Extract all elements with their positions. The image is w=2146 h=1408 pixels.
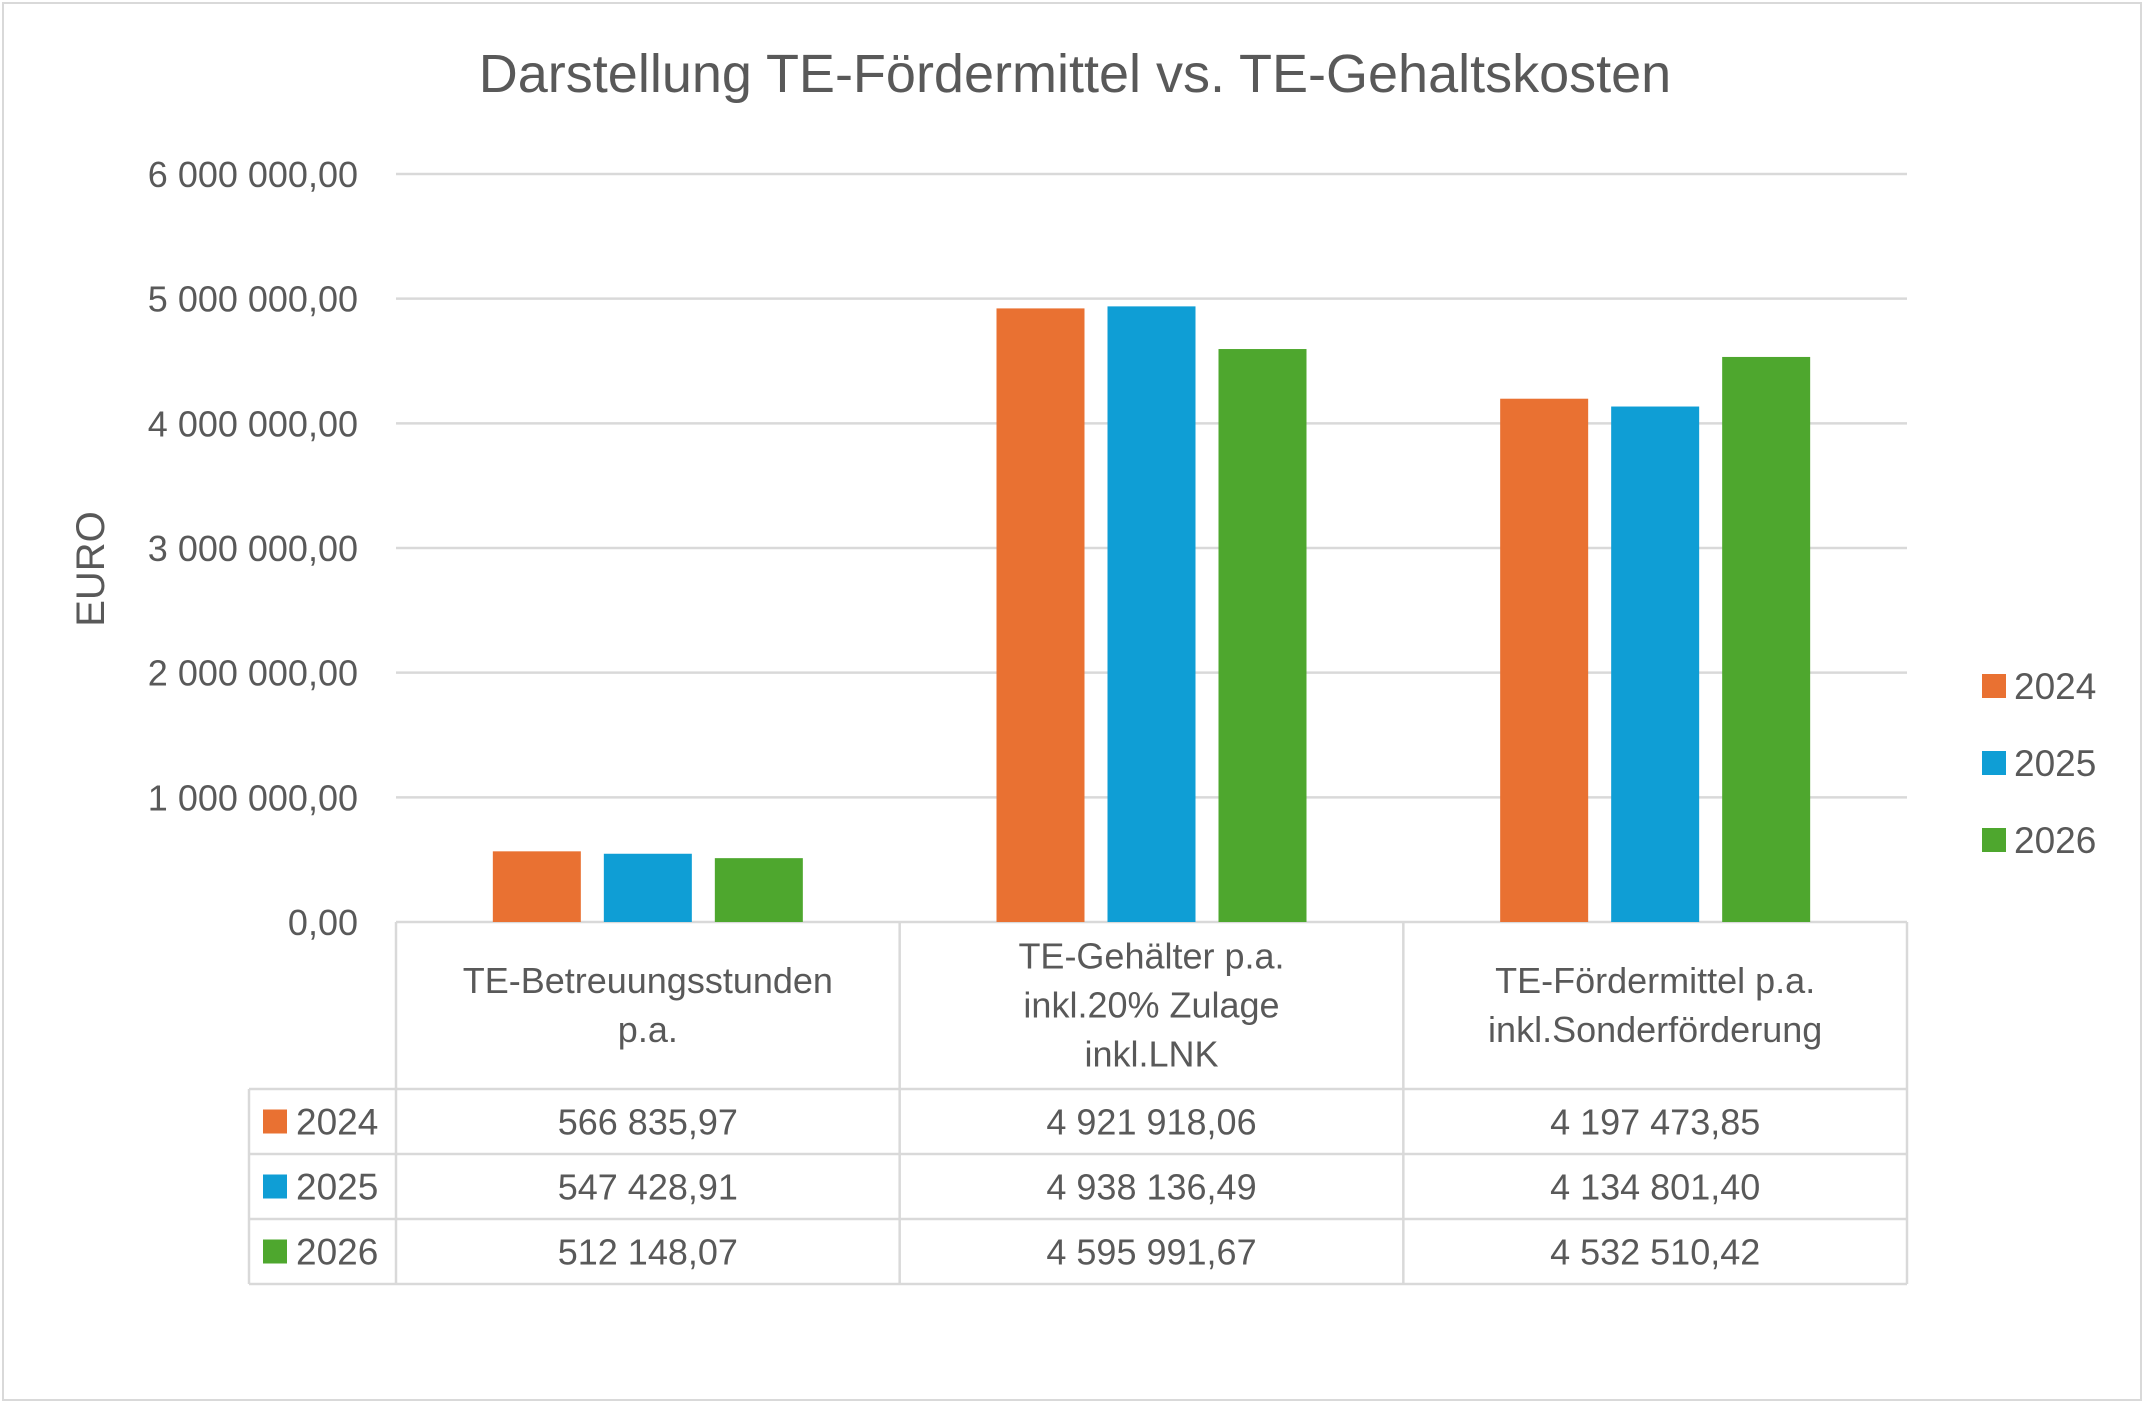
y-axis-label: EURO	[69, 511, 113, 627]
category-label: TE-Betreuungsstunden	[463, 960, 833, 1001]
bar-2026-cat2	[1722, 356, 1811, 922]
data-label: 4 532 510,42	[1550, 1232, 1760, 1273]
bar-2024-cat2	[1500, 398, 1589, 922]
bar-2024-cat1	[996, 308, 1085, 922]
data-label: 4 197 473,85	[1550, 1102, 1760, 1143]
category-label: inkl.20% Zulage	[1023, 985, 1279, 1026]
data-label: 547 428,91	[558, 1167, 738, 1208]
chart-title: Darstellung TE-Fördermittel vs. TE-Gehal…	[479, 44, 1671, 104]
table-legend-key-2026	[263, 1239, 287, 1264]
legend-key-2025	[1982, 751, 2006, 775]
data-label: 4 938 136,49	[1046, 1167, 1256, 1208]
y-tick-labels: 0,00 1 000 000,00 2 000 000,00 3 000 000,00…	[148, 154, 358, 943]
data-label: 4 921 918,06	[1046, 1102, 1256, 1143]
data-table: TE-Betreuungsstunden p.a. TE-Gehälter p.a.…	[247, 922, 1909, 1286]
legend-key-2026	[1982, 828, 2006, 852]
table-series-name: 2026	[296, 1232, 378, 1273]
category-label: inkl.LNK	[1084, 1034, 1218, 1075]
category-label: inkl.Sonderförderung	[1488, 1009, 1822, 1050]
table-legend-key-2024	[263, 1109, 287, 1134]
legend: 2024 2025 2026	[1982, 666, 2096, 861]
legend-label: 2024	[2014, 666, 2096, 707]
bar-2025-cat0	[603, 853, 692, 922]
bar-2026-cat0	[714, 858, 803, 922]
bars	[492, 306, 1811, 923]
y-tick-label: 2 000 000,00	[148, 653, 358, 694]
legend-label: 2025	[2014, 743, 2096, 784]
bar-2025-cat1	[1107, 306, 1196, 922]
y-tick-label: 1 000 000,00	[148, 777, 358, 818]
legend-label: 2026	[2014, 820, 2096, 861]
y-tick-label: 4 000 000,00	[148, 403, 358, 444]
data-label: 4 595 991,67	[1046, 1232, 1256, 1273]
table-series-name: 2025	[296, 1167, 378, 1208]
bar-2026-cat1	[1218, 349, 1307, 922]
y-tick-label: 3 000 000,00	[148, 528, 358, 569]
legend-key-2024	[1982, 674, 2006, 698]
table-legend-key-2025	[263, 1174, 287, 1199]
category-label: p.a.	[618, 1009, 678, 1050]
y-tick-label: 6 000 000,00	[148, 154, 358, 195]
data-label: 4 134 801,40	[1550, 1167, 1760, 1208]
data-label: 512 148,07	[558, 1232, 738, 1273]
y-tick-label: 5 000 000,00	[148, 279, 358, 320]
bar-2024-cat0	[492, 851, 581, 922]
category-label: TE-Fördermittel p.a.	[1495, 960, 1815, 1001]
chart-svg: Darstellung TE-Fördermittel vs. TE-Gehal…	[69, 44, 2096, 1286]
category-label: TE-Gehälter p.a.	[1018, 936, 1284, 977]
table-series-name: 2024	[296, 1102, 378, 1143]
data-label: 566 835,97	[558, 1102, 738, 1143]
y-tick-label: 0,00	[288, 902, 358, 943]
bar-2025-cat2	[1611, 406, 1700, 923]
